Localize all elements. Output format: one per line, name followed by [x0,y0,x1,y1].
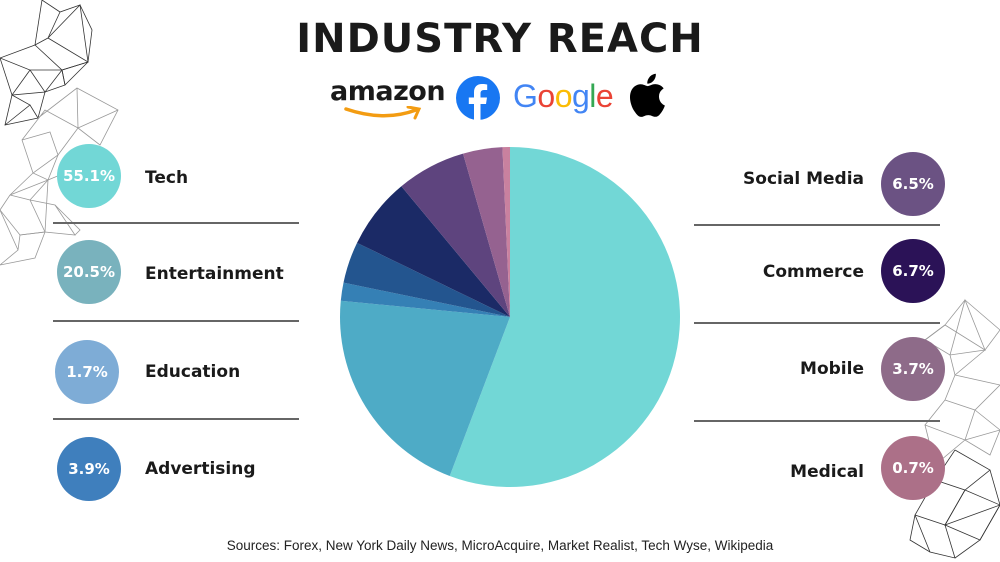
google-letter: o [537,78,555,114]
legend-bubble-entertainment: 20.5% [57,240,121,304]
legend-label-advertising: Advertising [145,459,256,479]
google-logo: Google [513,78,614,115]
amazon-smile-arrow-icon [344,106,422,120]
legend-label-commerce: Commerce [762,262,864,282]
legend-bubble-social-media: 6.5% [881,152,945,216]
legend-label-entertainment: Entertainment [145,264,284,284]
divider [694,322,940,324]
pie-slice-tech [449,147,680,487]
pie-slice-commerce [357,186,510,317]
google-letter: e [595,78,614,114]
google-letter: g [571,78,590,114]
divider [53,418,299,420]
legend-bubble-medical: 0.7% [881,436,945,500]
divider [694,420,940,422]
legend-bubble-education: 1.7% [55,340,119,404]
geometric-mesh-decoration-top-left [0,0,119,266]
pie-slice-advertising [343,242,510,317]
divider [694,224,940,226]
geometric-mesh-decoration-bottom-right [905,298,1000,559]
amazon-logo: amazon [330,76,446,120]
legend-bubble-tech: 55.1% [57,144,121,208]
legend-label-education: Education [145,362,241,382]
legend-bubble-commerce: 6.7% [881,239,945,303]
pie-chart [340,147,680,487]
google-letter: G [513,78,538,114]
google-letter: l [589,78,596,114]
pie-slice-mobile [463,147,510,317]
amazon-wordmark: amazon [330,76,446,107]
sources-footnote: Sources: Forex, New York Daily News, Mic… [226,538,774,553]
divider [53,222,299,224]
page-title: INDUSTRY REACH [296,16,704,62]
brand-logos-row: amazon Google [330,72,670,122]
legend-label-mobile: Mobile [800,359,864,379]
legend-bubble-advertising: 3.9% [57,437,121,501]
pie-slice-entertainment [340,300,510,476]
legend-bubble-mobile: 3.7% [881,337,945,401]
facebook-logo-icon [456,76,500,121]
pie-slice-medical [502,147,510,317]
pie-slice-social-media [401,153,510,317]
pie-slice-education [340,282,510,317]
apple-logo-icon [629,73,665,117]
legend-label-tech: Tech [145,168,189,188]
google-letter: o [554,78,573,114]
legend-label-medical: Medical [790,462,864,482]
legend-label-social-media: Social Media [743,169,864,189]
divider [53,320,299,322]
